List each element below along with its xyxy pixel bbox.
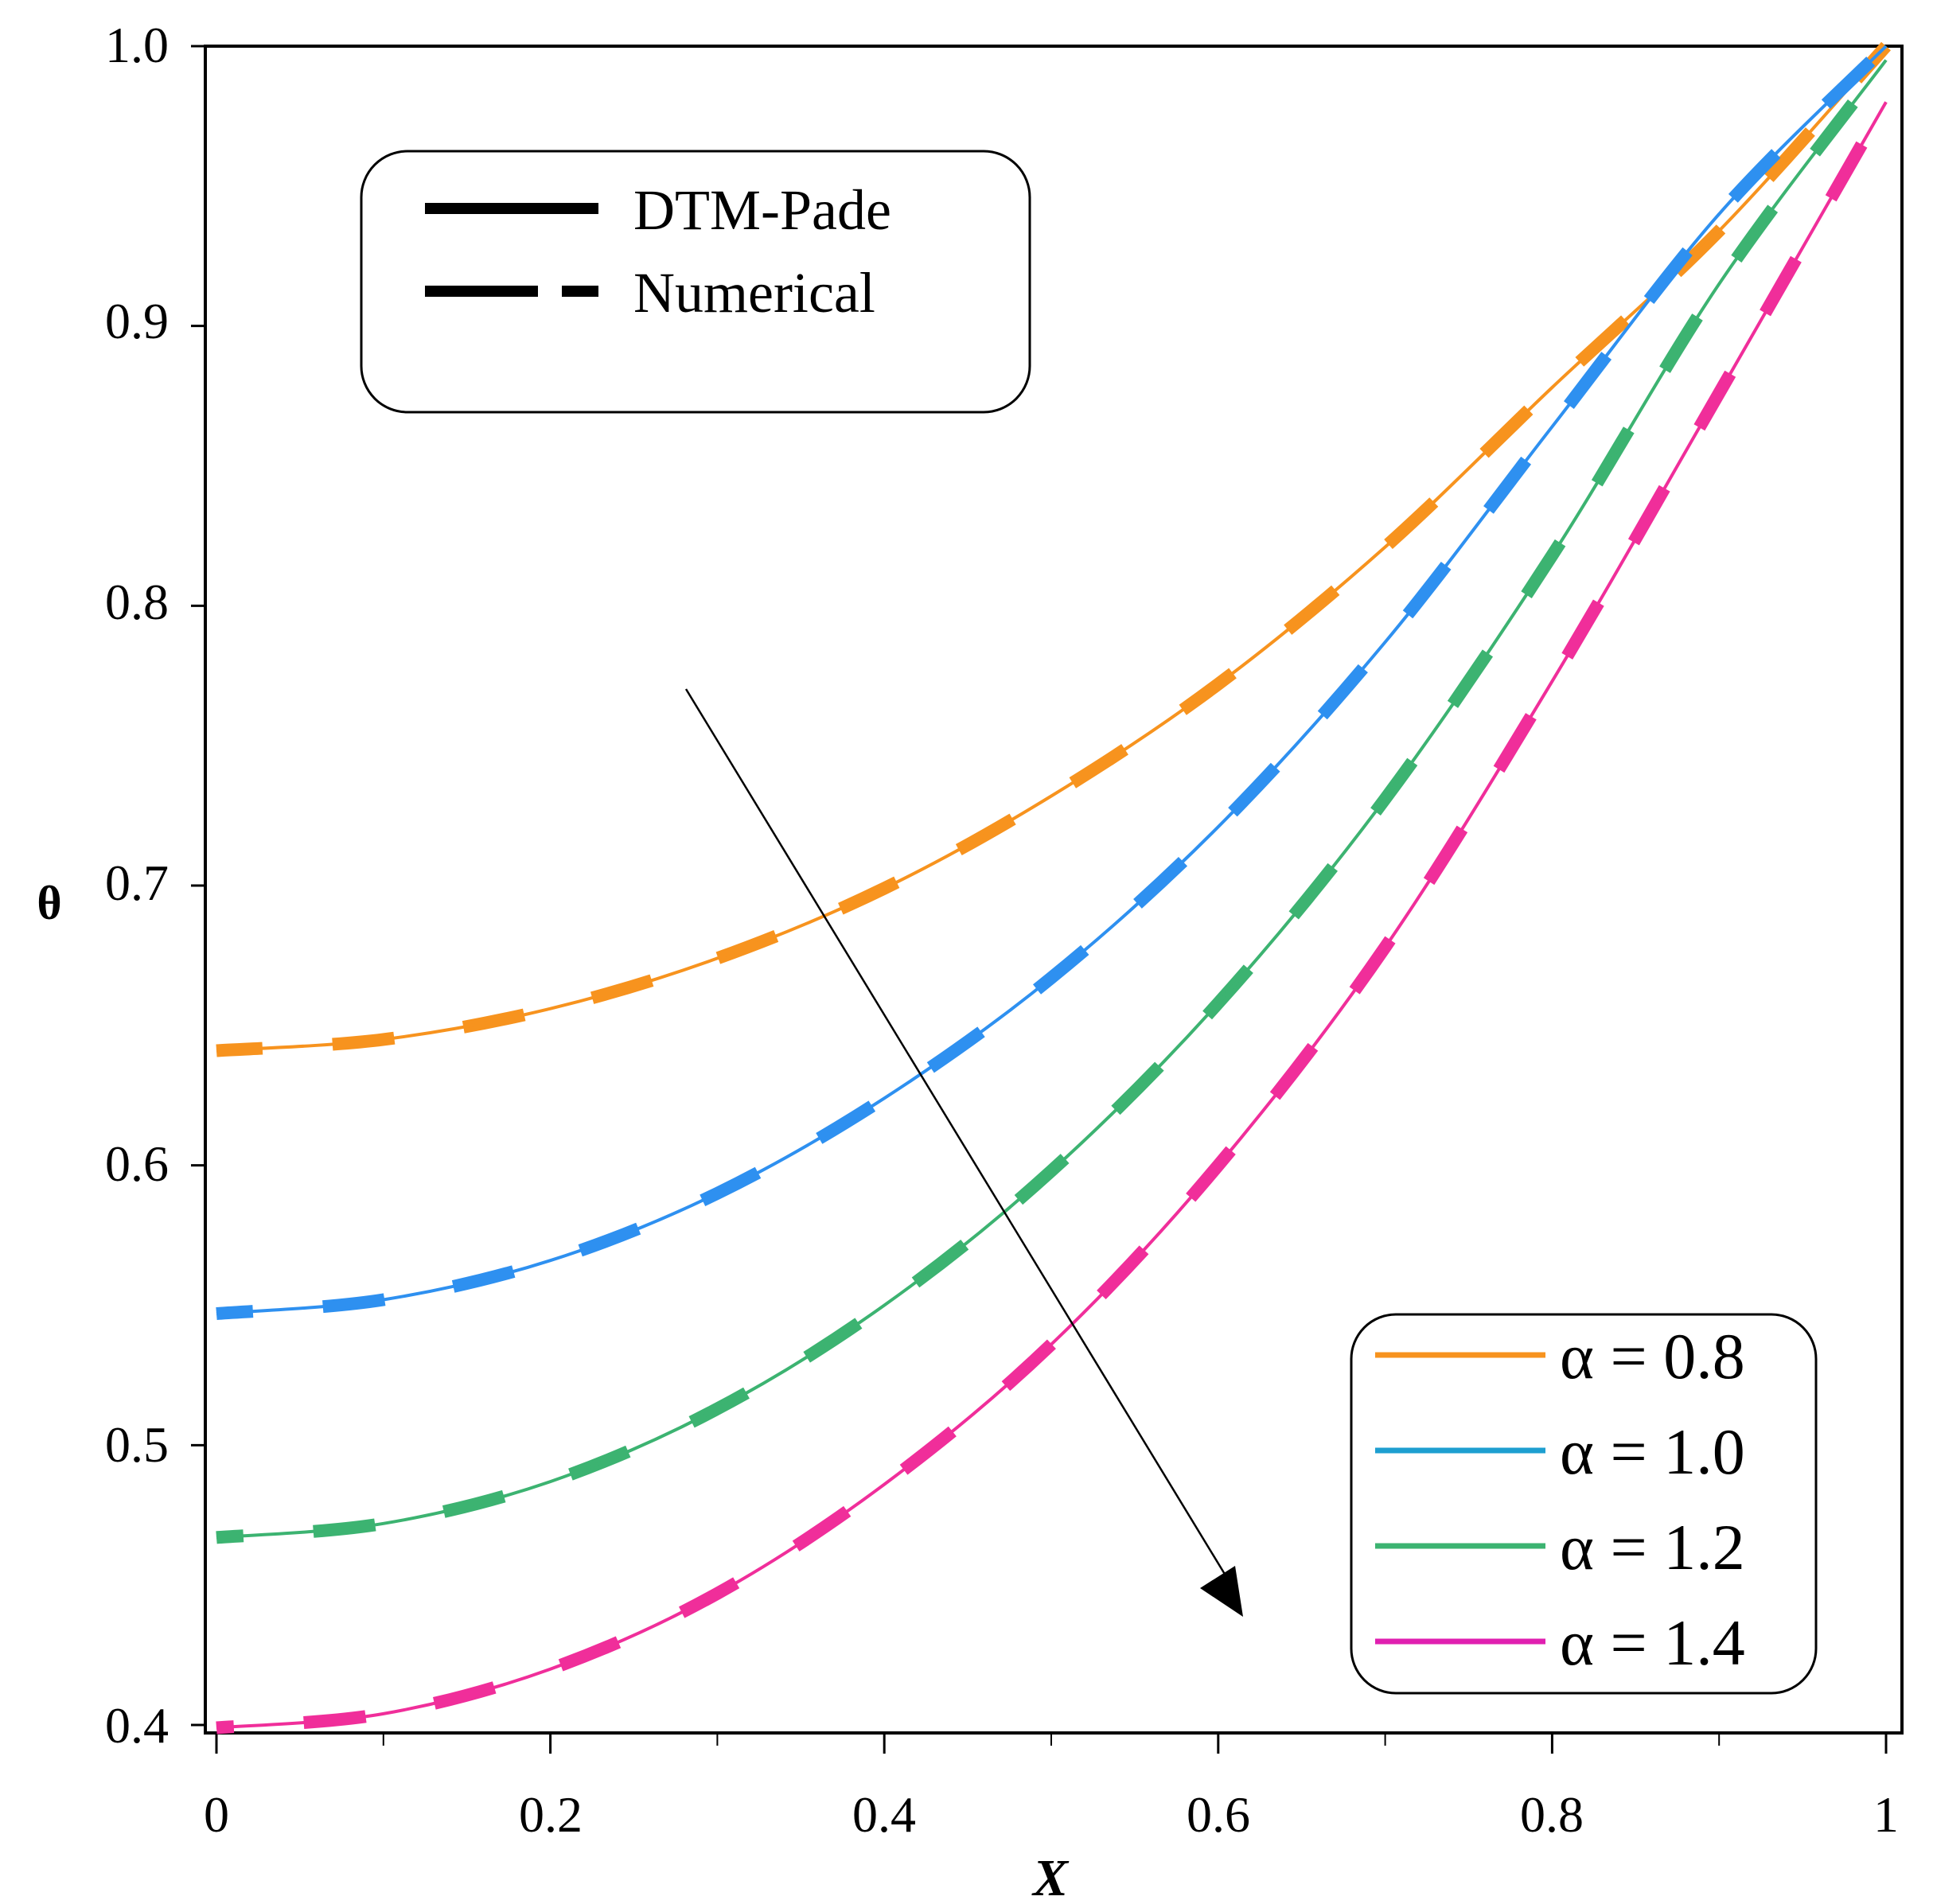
y-axis-title: θ [37,877,61,929]
x-tick-label: 0.4 [852,1786,916,1843]
dashed-legend-label: Numerical [633,261,875,325]
dtm-pade-series-line-alpha-12 [216,59,1888,1540]
y-axis-ticks [191,45,205,1727]
series-legend: α = 0.8 α = 1.0 α = 1.2 α = 1.4 [1350,1313,1818,1695]
dtm-pade-series-line-alpha-14 [216,101,1888,1730]
legend-label-alpha-1-4: α = 1.4 [1560,1606,1745,1679]
dtm-pade-series-line-alpha-08 [216,45,1888,1053]
y-tick-label: 0.8 [105,574,169,630]
y-tick-label: 1.0 [105,17,169,73]
method-legend: DTM-Pade Numerical [360,150,1031,414]
x-tick-label: 0.6 [1187,1786,1250,1843]
x-tick-labels: 0 0.2 0.4 0.6 0.8 1 [204,1786,1899,1843]
arrow-head [1200,1566,1243,1617]
y-tick-label: 0.5 [105,1416,169,1473]
legend-label-alpha-1-2: α = 1.2 [1560,1511,1745,1583]
x-tick-label: 1 [1873,1786,1899,1843]
series-layer [216,41,1892,1735]
solid-legend-label: DTM-Pade [633,178,891,242]
x-tick-label: 0.2 [519,1786,583,1843]
series-legend-box [1350,1313,1818,1695]
arrow-shaft [684,688,1227,1576]
x-axis-ticks [215,1733,1888,1754]
legend-label-alpha-0-8: α = 0.8 [1560,1320,1745,1392]
y-tick-label: 0.7 [105,855,169,911]
x-tick-label: 0 [204,1786,229,1843]
y-tick-label: 0.9 [105,293,169,349]
x-tick-label: 0.8 [1520,1786,1584,1843]
dtm-pade-series-line-alpha-10 [216,45,1888,1315]
y-tick-label: 0.4 [105,1697,169,1754]
y-tick-label: 0.6 [105,1135,169,1192]
increase-arrow [684,688,1243,1617]
legend-label-alpha-1-0: α = 1.0 [1560,1415,1745,1488]
x-axis-title: X [1031,1849,1070,1904]
method-legend-box [360,150,1031,414]
y-tick-labels: 0.4 0.5 0.6 0.7 0.8 0.9 1.0 [105,17,169,1754]
